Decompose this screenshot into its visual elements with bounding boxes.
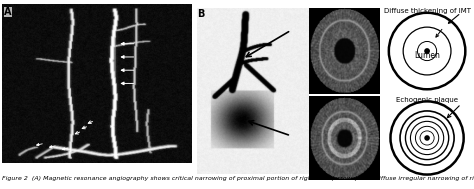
Circle shape [425,49,429,53]
Text: Diffuse thickening of IMT: Diffuse thickening of IMT [383,9,471,14]
Text: A: A [4,7,12,17]
Text: Echogenic plaque: Echogenic plaque [396,97,458,103]
Text: B: B [197,9,204,19]
Text: Lumen: Lumen [414,51,440,60]
Text: Figure 2  (A) Magnetic resonance angiography shows critical narrowing of proxima: Figure 2 (A) Magnetic resonance angiogra… [2,176,474,181]
Circle shape [425,136,429,140]
